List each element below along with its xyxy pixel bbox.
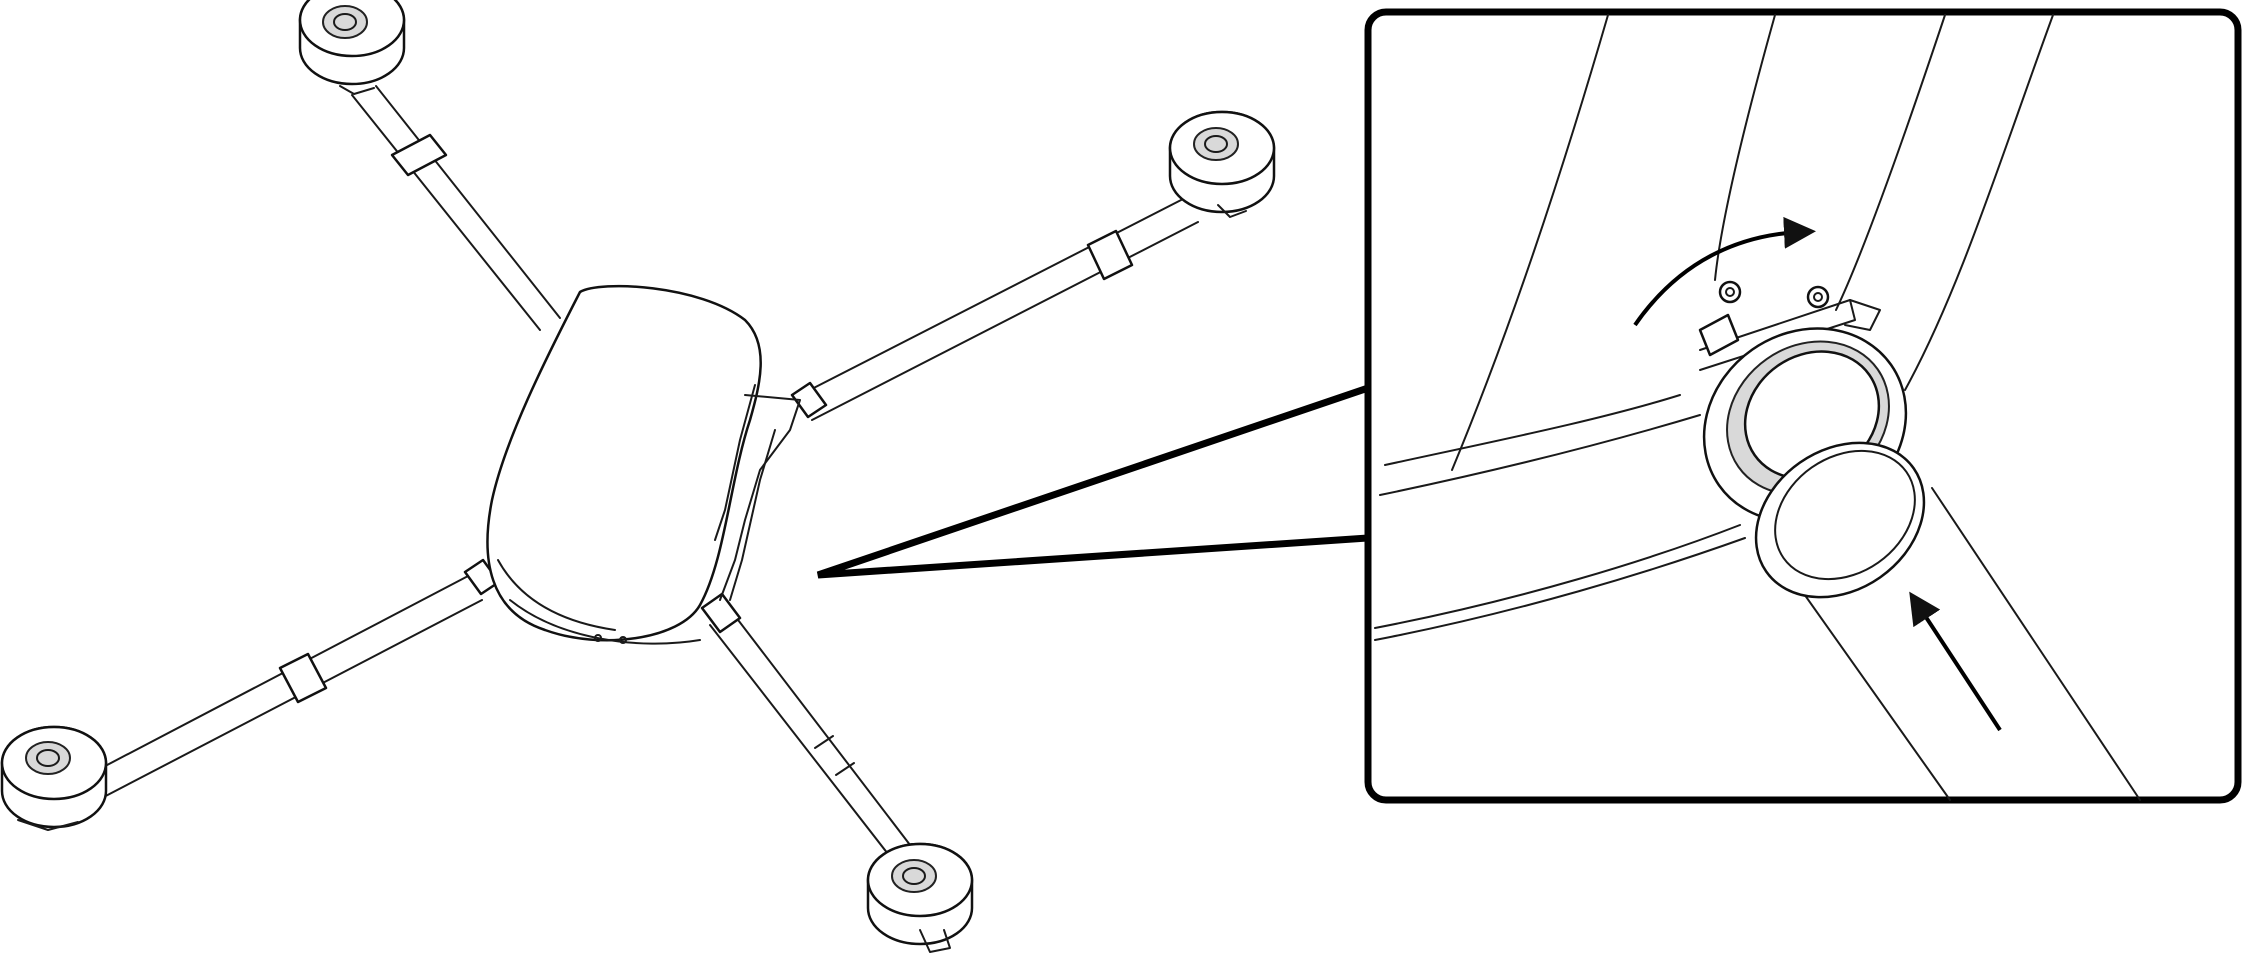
detail-collar: [1702, 327, 1926, 599]
arm-bottom-right: [709, 611, 921, 873]
detail-arm-tube: [1779, 487, 2141, 801]
arm-joint-bottom-right: [700, 592, 742, 634]
drone-body: [486, 284, 801, 645]
arm-top-left: [351, 85, 561, 331]
motor-top-right: [1168, 110, 1276, 218]
arm-joint-top-right: [790, 381, 828, 419]
motor-bottom-left: [0, 725, 108, 831]
detail-screw-right: [1806, 285, 1830, 309]
arm-clamp-bottom-left: [278, 652, 328, 704]
motor-top-left: [298, 0, 406, 95]
rotate-arrow: [1633, 216, 1816, 327]
detail-screw-left: [1718, 280, 1742, 304]
detail-mount-bracket: [1698, 280, 1881, 357]
arm-bottom-left: [87, 574, 483, 801]
arm-top-right: [799, 197, 1199, 421]
insert-arrow: [1909, 591, 2002, 732]
detail-body-edges: [1374, 14, 2054, 641]
detail-view: [1364, 8, 2242, 804]
arm-clamp-top-right: [1086, 229, 1134, 281]
drone-overview: [0, 0, 1276, 953]
callout-leader: [816, 383, 1372, 579]
motor-bottom-right: [866, 842, 974, 953]
arm-clamp-top-left: [390, 133, 448, 177]
